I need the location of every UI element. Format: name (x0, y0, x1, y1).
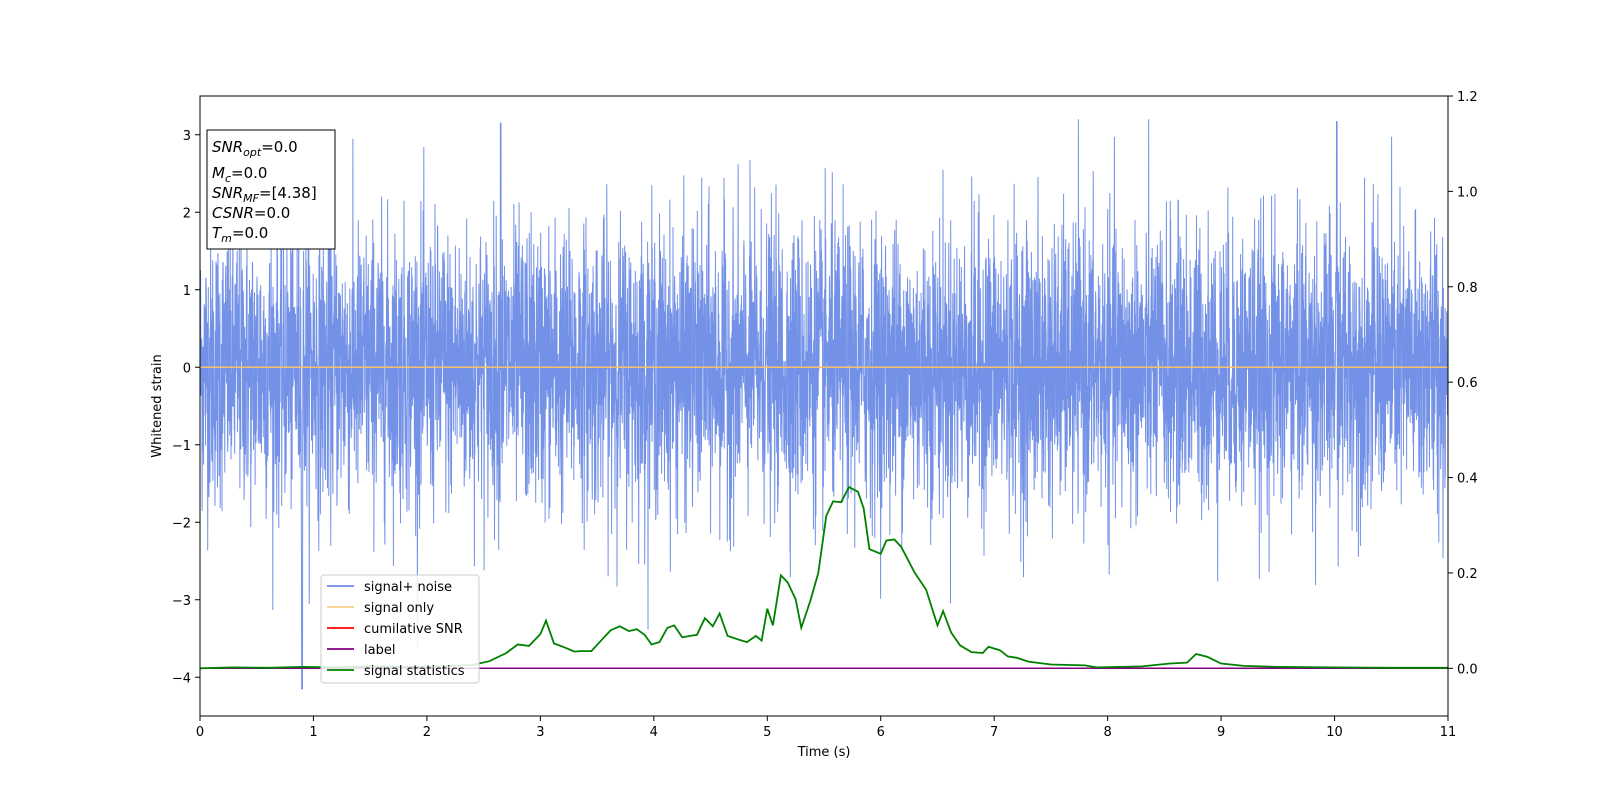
x-tick-label: 2 (423, 725, 431, 740)
y2-tick-label: 0.2 (1457, 567, 1478, 582)
y-tick-label: −2 (172, 516, 191, 531)
info-csnr: CSNR=0.0 (212, 204, 290, 222)
x-tick-label: 11 (1440, 725, 1457, 740)
x-tick-label: 7 (990, 725, 998, 740)
x-tick-label: 9 (1217, 725, 1225, 740)
series-signal-statistics (200, 485, 1448, 670)
x-axis: 0 1 2 3 4 5 6 7 8 9 10 11 (196, 716, 1456, 740)
y-tick-label: 3 (183, 129, 191, 144)
x-tick-label: 10 (1326, 725, 1343, 740)
y-tick-label: −3 (172, 594, 191, 609)
info-snr-opt: SNRopt=0.0 (212, 138, 298, 159)
y2-tick-label: 0.0 (1457, 662, 1478, 677)
y2-tick-label: 1.2 (1457, 90, 1478, 105)
x-tick-label: 1 (309, 725, 317, 740)
y-axis-right: 0.0 0.2 0.4 0.6 0.8 1.0 1.2 (1448, 90, 1478, 677)
info-box-frame (206, 129, 336, 250)
legend-label-cumilative-snr: cumilative SNR (364, 622, 463, 637)
series-signal-plus-noise (200, 119, 1448, 690)
legend-label-signal-noise: signal+ noise (364, 580, 452, 595)
info-tm: Tm=0.0 (212, 224, 268, 245)
y2-tick-label: 0.8 (1457, 281, 1478, 296)
y-tick-label: −4 (172, 671, 191, 686)
x-tick-label: 6 (877, 725, 885, 740)
y-axis-left: −4 −3 −2 −1 0 1 2 3 (172, 129, 200, 686)
x-tick-label: 8 (1103, 725, 1111, 740)
legend-label-label: label (364, 643, 395, 658)
legend-frame (320, 574, 480, 684)
y-tick-label: 0 (183, 361, 191, 376)
x-tick-label: 4 (650, 725, 658, 740)
y-axis-title: Whitened strain (150, 354, 165, 457)
legend: signal+ noise signal only cumilative SNR la… (320, 574, 480, 684)
x-tick-label: 0 (196, 725, 204, 740)
legend-label-signal-statistics: signal statistics (364, 664, 465, 679)
y-tick-label: −1 (172, 439, 191, 454)
plot-frame (199, 95, 1449, 717)
info-box: SNRopt=0.0 Mc=0.0 SNRMF=[4.38] CSNR=0.0 … (206, 129, 336, 250)
x-tick-label: 5 (763, 725, 771, 740)
info-snr-mf: SNRMF=[4.38] (212, 184, 317, 205)
x-axis-title: Time (s) (797, 745, 851, 760)
y2-tick-label: 0.4 (1457, 472, 1478, 487)
y2-tick-label: 1.0 (1457, 185, 1478, 200)
y-tick-label: 1 (183, 284, 191, 299)
y-tick-label: 2 (183, 206, 191, 221)
y2-tick-label: 0.6 (1457, 376, 1478, 391)
x-tick-label: 3 (536, 725, 544, 740)
legend-label-signal-only: signal only (364, 601, 434, 616)
info-mc: Mc=0.0 (212, 164, 267, 185)
